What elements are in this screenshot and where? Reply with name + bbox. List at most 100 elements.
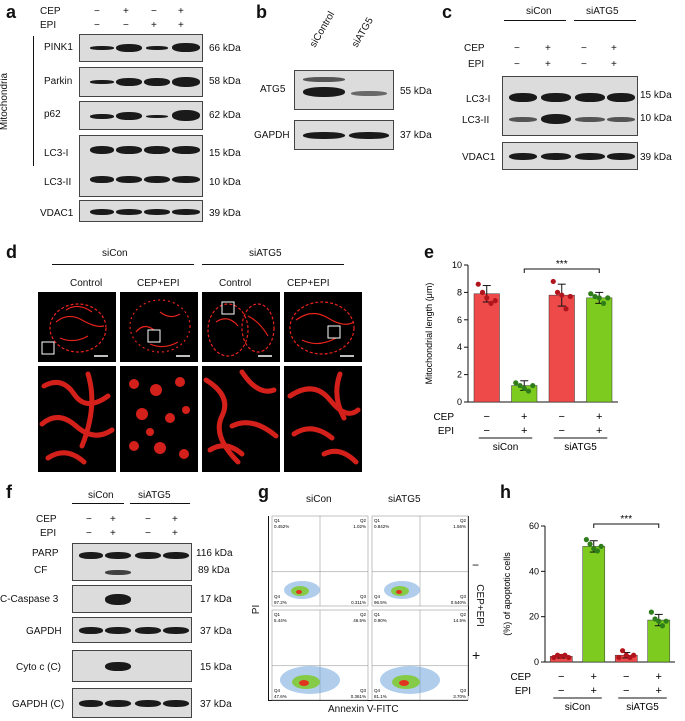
cep-sign: +	[521, 411, 527, 423]
blot-label: p62	[44, 109, 61, 120]
epi-sign: +	[545, 59, 551, 70]
blot-pink1	[79, 34, 203, 62]
quadrant-name: Q1	[274, 518, 281, 523]
panel-f: f siCon siATG5 CEP EPI − + − + − + − + P…	[0, 480, 250, 721]
quadrant-name: Q2	[460, 518, 467, 523]
panel-label-e: e	[424, 242, 435, 262]
bar	[647, 619, 671, 663]
blot-atg5	[294, 70, 394, 110]
group-label: siATG5	[564, 442, 597, 453]
blot-label: LC3-I	[466, 94, 491, 105]
y-tick-label: 4	[457, 342, 462, 352]
y-axis-label: Mitochondrial length (μm)	[424, 283, 434, 385]
cep-sign: −	[151, 6, 157, 17]
blot-label: GAPDH (C)	[12, 699, 65, 710]
cep-sign: +	[656, 671, 662, 683]
panel-label-d: d	[6, 242, 17, 262]
row-label-epi: EPI	[438, 426, 454, 437]
quadrant-value: 96.5%	[374, 600, 387, 605]
y-tick-label: 8	[457, 287, 462, 297]
epi-sign: −	[145, 528, 151, 539]
quadrant-value: 0.90%	[374, 618, 387, 623]
quadrant-value: 1.02%	[353, 524, 366, 529]
cep-sign: +	[611, 43, 617, 54]
blot-label: LC3-II	[44, 177, 72, 188]
data-point	[656, 618, 662, 624]
row-label-cep: CEP	[433, 412, 454, 423]
micrograph-zoom	[120, 366, 198, 472]
kda-label: 17 kDa	[200, 594, 232, 605]
panel-label-f: f	[6, 482, 12, 502]
y-tick-label: 0	[534, 657, 539, 667]
cep-sign: +	[591, 671, 597, 683]
blot-lc3	[79, 135, 203, 197]
data-point	[513, 380, 519, 386]
quadrant-name: Q4	[374, 688, 381, 693]
epi-sign: +	[151, 20, 157, 31]
epi-sign: +	[596, 425, 602, 437]
data-point	[563, 306, 569, 312]
mitochondria-side-label: Mitochondria	[0, 72, 11, 131]
data-point	[583, 537, 589, 543]
y-tick-label: 0	[457, 397, 462, 407]
blot-label: Parkin	[44, 76, 73, 87]
data-point	[587, 541, 593, 547]
kda-label: 37 kDa	[200, 699, 232, 710]
panel-label-c: c	[442, 2, 453, 22]
data-point	[492, 298, 498, 304]
row-sign: −	[472, 558, 480, 572]
cep-sign: −	[145, 514, 151, 525]
quadrant-value: 81.1%	[374, 694, 387, 699]
y-tick-label: 2	[457, 370, 462, 380]
data-point	[479, 289, 486, 295]
blot-gapdh-f	[72, 617, 192, 643]
cep-sign: +	[123, 6, 129, 17]
kda-label: 62 kDa	[209, 110, 241, 121]
epi-sign: −	[484, 425, 490, 437]
blot-p62	[79, 101, 203, 130]
quadrant-value: 5.44%	[274, 618, 287, 623]
bar	[548, 294, 575, 403]
flow-y-axis	[268, 516, 269, 700]
data-point	[488, 300, 494, 306]
epi-sign: −	[514, 59, 520, 70]
quadrant-value: 46.5%	[353, 618, 366, 623]
data-point	[554, 289, 561, 295]
micrograph-zoom	[38, 366, 116, 472]
cep-sign: +	[172, 514, 178, 525]
kda-label: 39 kDa	[640, 152, 672, 163]
data-point	[475, 281, 481, 287]
epi-sign: +	[656, 685, 662, 697]
micrograph	[202, 292, 280, 362]
data-point	[631, 652, 637, 658]
group-label-siatg5: siATG5	[249, 248, 282, 259]
blot-gapdh-c	[72, 688, 192, 718]
blot-c-caspase3	[72, 585, 192, 613]
group-underline	[72, 503, 124, 504]
cep-epi-side-label: CEP+EPI	[473, 584, 485, 627]
condition-label: CEP+EPI	[287, 278, 330, 289]
data-point	[484, 295, 490, 301]
blot-label: CF	[34, 565, 48, 576]
quadrant-name: Q3	[360, 688, 367, 693]
y-tick-label: 10	[452, 260, 462, 270]
condition-label: CEP+EPI	[137, 278, 180, 289]
panel-c: c siCon siATG5 CEP EPI − + − + − + − + L…	[440, 0, 685, 175]
cep-sign: −	[581, 43, 587, 54]
cep-sign: −	[558, 671, 564, 683]
group-label: siCon	[565, 702, 591, 713]
cell-population-peak	[399, 680, 409, 686]
epi-sign: +	[110, 528, 116, 539]
kda-label: 116 kDa	[196, 548, 233, 559]
group-underline	[574, 20, 636, 21]
data-point	[659, 623, 666, 629]
epi-sign: −	[559, 425, 565, 437]
panel-label-g: g	[258, 482, 269, 502]
blot-label: GAPDH	[26, 626, 62, 637]
panel-a: a CEP EPI − + − + − − + + Mitochondria P…	[0, 0, 250, 225]
data-point	[592, 293, 598, 300]
lane-label-siatg5: siATG5	[350, 15, 376, 50]
epi-sign: −	[623, 685, 629, 697]
kda-label: 15 kDa	[640, 90, 672, 101]
micrograph-zoom	[284, 366, 362, 472]
